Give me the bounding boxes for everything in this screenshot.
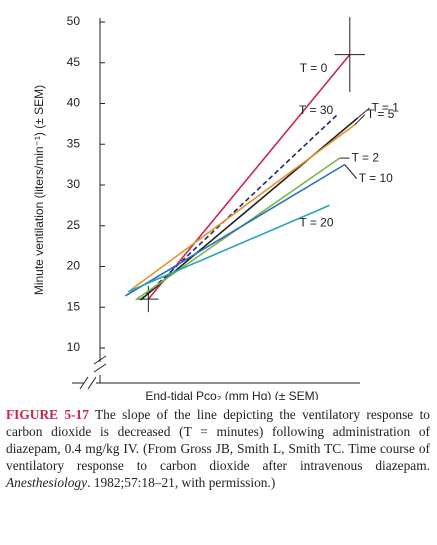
journal: Anesthesiology — [6, 475, 88, 490]
axis-break — [93, 355, 107, 365]
x-axis-label: End-tidal Pco₂ (mm Hg) (± SEM) — [145, 389, 318, 400]
label-leader — [344, 164, 358, 179]
series-label: T = 20 — [299, 216, 333, 230]
y-tick-label: 25 — [67, 218, 81, 232]
series-line — [127, 204, 330, 293]
axis-break — [87, 376, 97, 390]
series-label: T = 0 — [300, 61, 328, 75]
series-label: T = 2 — [352, 150, 380, 164]
caption-text: The slope of the line depicting the vent… — [6, 407, 430, 473]
label-leader — [357, 107, 370, 119]
caption: FIGURE 5-17 The slope of the line depicti… — [6, 406, 430, 491]
y-tick-label: 40 — [67, 96, 81, 110]
y-tick-label: 45 — [67, 55, 81, 69]
series-line — [130, 124, 356, 291]
series-label: T = 30 — [299, 103, 333, 117]
y-axis-label: Minute ventilation (liters/min⁻¹) (± SEM… — [32, 85, 46, 295]
series-line — [147, 54, 351, 300]
series-line — [124, 163, 346, 297]
y-tick-label: 35 — [67, 136, 81, 150]
y-tick-label: 10 — [67, 340, 81, 354]
label-leader — [354, 114, 366, 126]
y-tick-label: 20 — [67, 259, 81, 273]
axis-break — [79, 376, 89, 390]
chart: End-tidal Pco₂ (mm Hg) (± SEM) Minute ve… — [32, 14, 399, 400]
y-tick-label: 15 — [67, 299, 81, 313]
series-label: T = 5 — [367, 107, 395, 121]
caption-tail: . 1982;57:18–21, with permission.) — [87, 475, 276, 490]
y-tick-label: 30 — [67, 177, 81, 191]
series-label: T = 1 — [371, 100, 399, 114]
figure-label: FIGURE 5-17 — [6, 407, 89, 422]
series-line — [140, 114, 338, 301]
y-tick-label: 50 — [67, 14, 81, 28]
axis-break — [93, 363, 107, 373]
series-label: T = 10 — [359, 171, 393, 185]
